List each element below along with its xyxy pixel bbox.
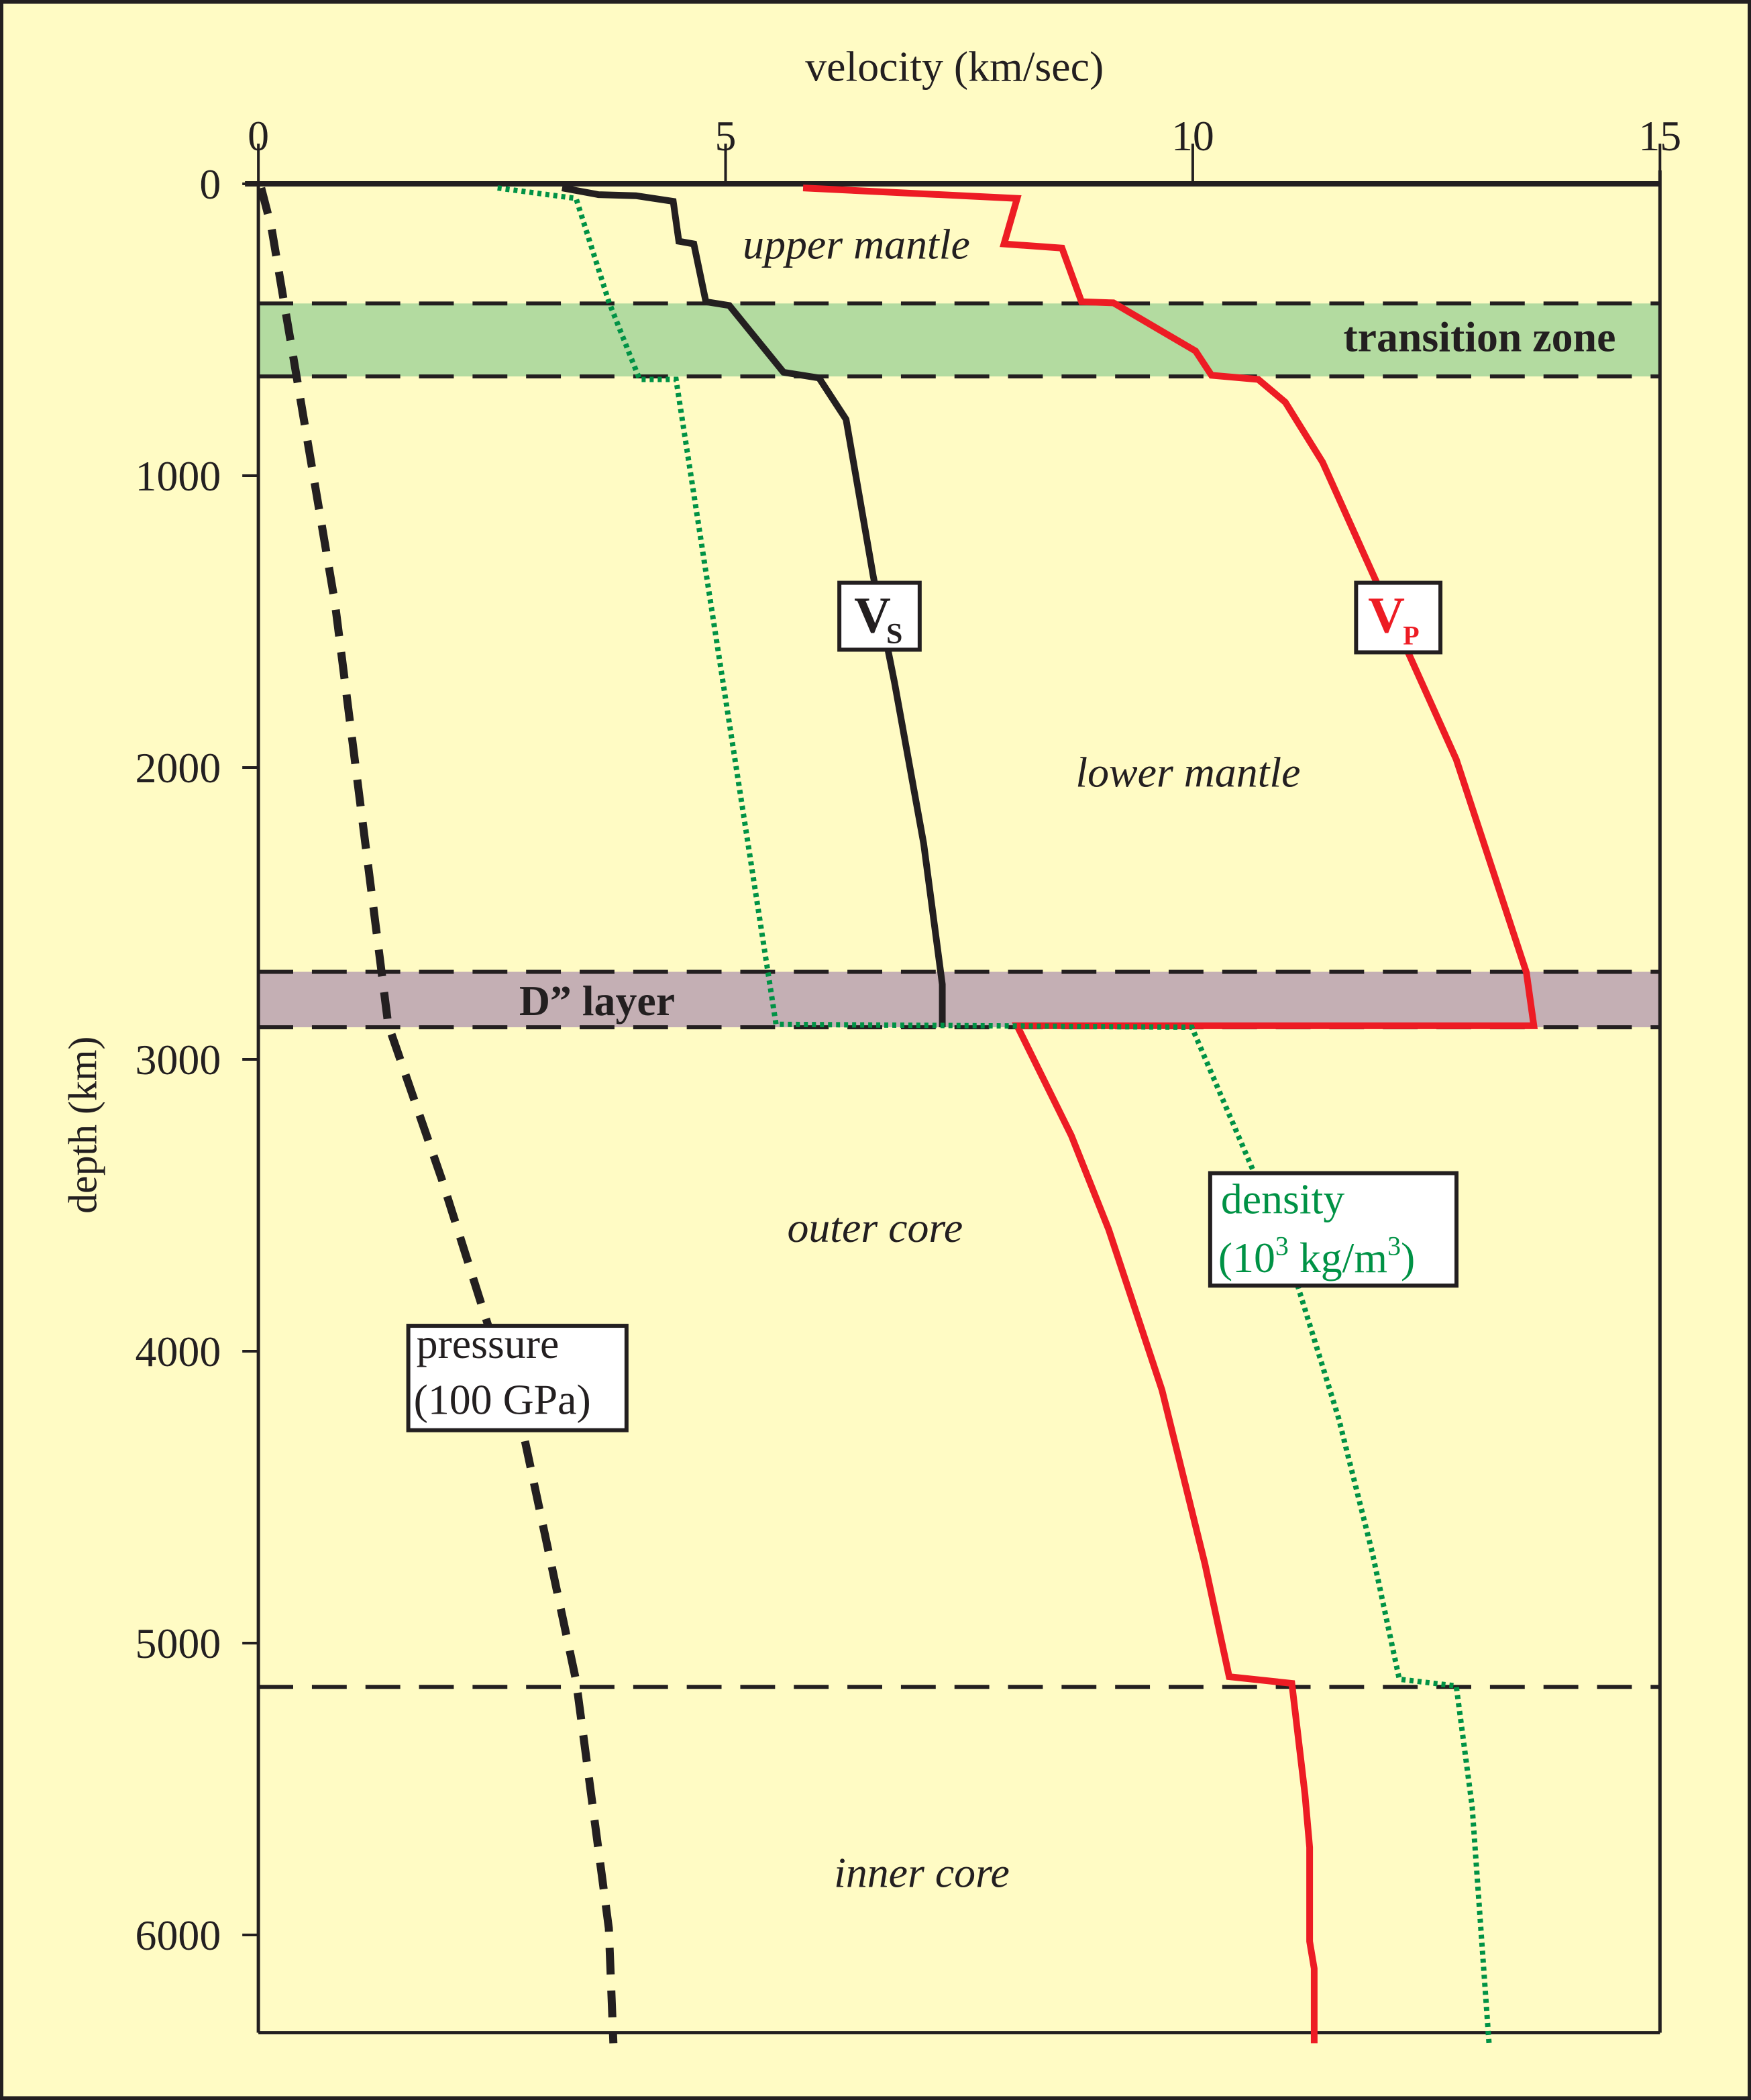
y-tick-label: 6000 (136, 1911, 221, 1959)
x-tick-label: 5 (715, 112, 737, 160)
inner-core-label: inner core (834, 1849, 1010, 1897)
vs-label-box (837, 580, 922, 652)
unit-text: kg/m (1289, 1234, 1387, 1281)
x-tick-label: 0 (248, 112, 269, 160)
vp-line (802, 185, 1538, 2044)
y-tick-label: 3000 (136, 1036, 221, 1084)
transition-zone-label: transition zone (1343, 313, 1615, 360)
pressure-line (257, 187, 618, 2044)
y-tick-label: 5000 (136, 1620, 221, 1667)
lower-mantle-label: lower mantle (1075, 749, 1300, 796)
y-tick-label: 1000 (136, 452, 221, 500)
vp-label-box (1354, 580, 1443, 655)
y-tick-label: 0 (199, 160, 221, 208)
density-unit-label: (103 kg/m3) (1218, 1230, 1415, 1281)
transition-zone-band (258, 303, 1660, 377)
x-tick-label: 15 (1638, 112, 1681, 160)
y-axis-title: depth (km) (61, 1037, 105, 1214)
d-layer-label: D” layer (519, 977, 675, 1025)
vp-label: V (1368, 587, 1405, 643)
x-axis-title: velocity (km/sec) (805, 42, 1104, 90)
x-tick-label: 10 (1171, 112, 1214, 160)
upper-mantle-label: upper mantle (743, 220, 970, 268)
y-tick-label: 2000 (136, 744, 221, 792)
superscript: 3 (1275, 1230, 1289, 1261)
y-tick-label: 4000 (136, 1328, 221, 1375)
density-line (497, 185, 1492, 2044)
d-layer-band (258, 972, 1660, 1028)
vp-label-sub: P (1403, 620, 1419, 650)
vs-label: V (854, 587, 891, 643)
superscript: 3 (1387, 1230, 1401, 1261)
pressure-unit-label: (100 GPa) (414, 1376, 591, 1424)
density-label-box (1208, 1171, 1459, 1288)
unit-text: (10 (1218, 1234, 1275, 1281)
density-label: density (1221, 1175, 1345, 1222)
outer-core-label: outer core (787, 1204, 963, 1251)
unit-text: ) (1401, 1234, 1415, 1281)
vs-label-sub: S (886, 617, 902, 649)
pressure-label: pressure (417, 1320, 560, 1367)
vs-line (561, 185, 946, 1028)
pressure-label-box (406, 1324, 629, 1432)
